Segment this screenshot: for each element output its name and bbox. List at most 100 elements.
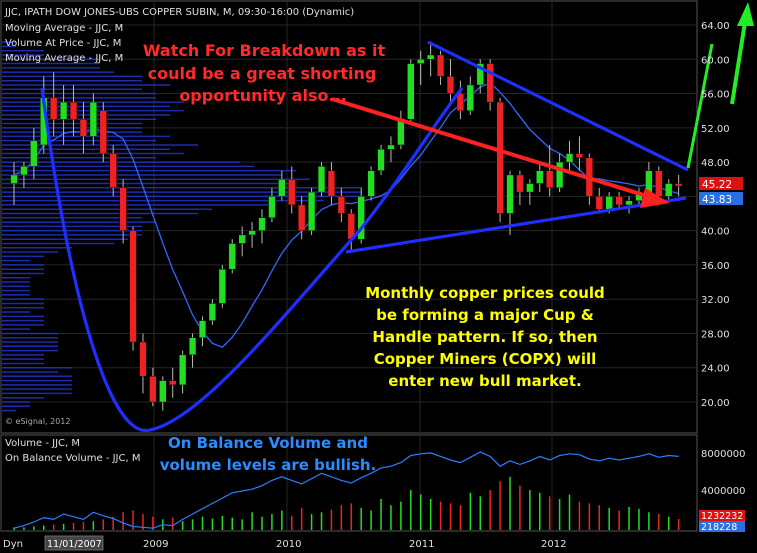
candle-body — [119, 187, 127, 231]
year-label-2010: 2010 — [276, 539, 301, 550]
candle-body — [248, 230, 256, 236]
candle-body — [317, 166, 326, 193]
start-date-box[interactable] — [44, 535, 104, 551]
price-tick-label: 40.00 — [701, 227, 730, 238]
candle-body — [10, 174, 18, 184]
candle-body — [367, 170, 375, 197]
volume-panel-border — [0, 434, 698, 532]
study-label-vap: Volume At Price - JJC, M — [5, 38, 121, 49]
breakdown-text-3: opportunity also... — [179, 86, 346, 105]
candle-body — [79, 119, 88, 137]
candle-body — [308, 191, 316, 231]
year-label-2009: 2009 — [143, 539, 168, 550]
breakdown-arrow-shaft — [331, 97, 661, 202]
candle-body — [417, 59, 425, 64]
candle-body — [327, 170, 336, 197]
candle-body — [298, 204, 306, 231]
grid-lines — [2, 2, 697, 530]
candle-body — [565, 153, 574, 163]
candle-body — [377, 149, 385, 171]
candle-body — [625, 200, 633, 206]
candle-body — [169, 380, 177, 386]
candle-body — [149, 376, 157, 403]
candle-body — [69, 101, 78, 120]
time-axis-mode[interactable]: Dyn — [3, 539, 23, 550]
candle-body — [675, 183, 683, 187]
candle-body — [436, 54, 445, 77]
candle-body — [288, 179, 296, 206]
candle-body — [228, 243, 236, 270]
breakdown-text-2: could be a great shorting — [148, 64, 377, 83]
year-label-2012: 2012 — [541, 539, 566, 550]
candle-body — [268, 196, 276, 218]
candle-body — [446, 76, 455, 94]
candle-body — [159, 380, 167, 403]
cup-text-2: be forming a major Cup & — [376, 306, 594, 324]
price-tick-label: 64.00 — [701, 21, 730, 32]
candle-body — [50, 97, 58, 120]
price-tick-label: 36.00 — [701, 261, 730, 272]
last-volume-badge — [699, 510, 745, 521]
candle-body — [516, 174, 524, 193]
candle-body — [198, 320, 207, 338]
candle-body — [605, 196, 613, 210]
volume-label: Volume - JJC, M — [5, 438, 80, 449]
candle-body — [556, 161, 564, 188]
candle-body — [546, 170, 554, 188]
candle-body — [645, 170, 653, 193]
obv-label: On Balance Volume - JJC, M — [5, 453, 140, 464]
upper-trendline — [427, 40, 689, 172]
candle-body — [387, 144, 395, 150]
last-price-badge — [699, 177, 743, 190]
candle-body — [188, 337, 197, 356]
candle-body — [486, 63, 494, 103]
candle-body — [665, 183, 673, 197]
candle-body — [526, 183, 534, 193]
volume-tick-mid: 4000000 — [701, 486, 746, 497]
candle-body — [466, 84, 474, 111]
candle-body — [407, 63, 415, 120]
last-volume-label: 1232232 — [701, 511, 743, 522]
cup-text-5: enter new bull market. — [388, 372, 581, 390]
price-tick-label: 48.00 — [701, 158, 730, 169]
time-axis-bg — [0, 534, 757, 553]
candle-body — [208, 303, 217, 321]
last-obv-badge — [699, 521, 745, 532]
candle-body — [476, 63, 484, 86]
candle-body — [238, 234, 246, 244]
candle-body — [20, 166, 28, 176]
last-obv-label: 218228 — [701, 522, 737, 533]
candle-body — [139, 341, 147, 377]
candle-body — [109, 153, 117, 188]
candle-body — [427, 54, 435, 60]
price-tick-label: 32.00 — [701, 295, 730, 306]
price-tick-label: 28.00 — [701, 329, 730, 340]
candle-body — [179, 354, 187, 386]
price-tick-label: 52.00 — [701, 124, 730, 135]
candle-body — [258, 217, 266, 231]
candle-body — [60, 101, 68, 120]
volume-at-price-profile — [2, 41, 362, 412]
lower-trendline — [345, 196, 687, 254]
breakdown-text-1: Watch For Breakdown as it — [143, 41, 386, 60]
ma-price-badge — [699, 192, 743, 205]
cup-text-1: Monthly copper prices could — [365, 284, 605, 302]
chart-title: JJC, IPATH DOW JONES-UBS COPPER SUBIN, M… — [4, 7, 354, 18]
breakdown-arrow-head — [640, 188, 670, 208]
bull-arrow — [686, 43, 714, 169]
study-label-ma-2: Moving Average - JJC, M — [5, 53, 123, 64]
candle-body — [575, 153, 584, 159]
price-panel-border — [0, 0, 698, 434]
volume-bars — [13, 476, 680, 530]
price-tick-label: 60.00 — [701, 55, 730, 66]
candle-body — [218, 268, 226, 304]
candle-body — [496, 101, 504, 214]
candle-body — [129, 230, 137, 343]
cup-curve — [40, 87, 464, 433]
candle-body — [456, 93, 465, 111]
candle-body — [337, 196, 345, 214]
last-price-label: 45.22 — [702, 179, 732, 191]
obv-text-2: volume levels are bullish. — [160, 456, 377, 474]
